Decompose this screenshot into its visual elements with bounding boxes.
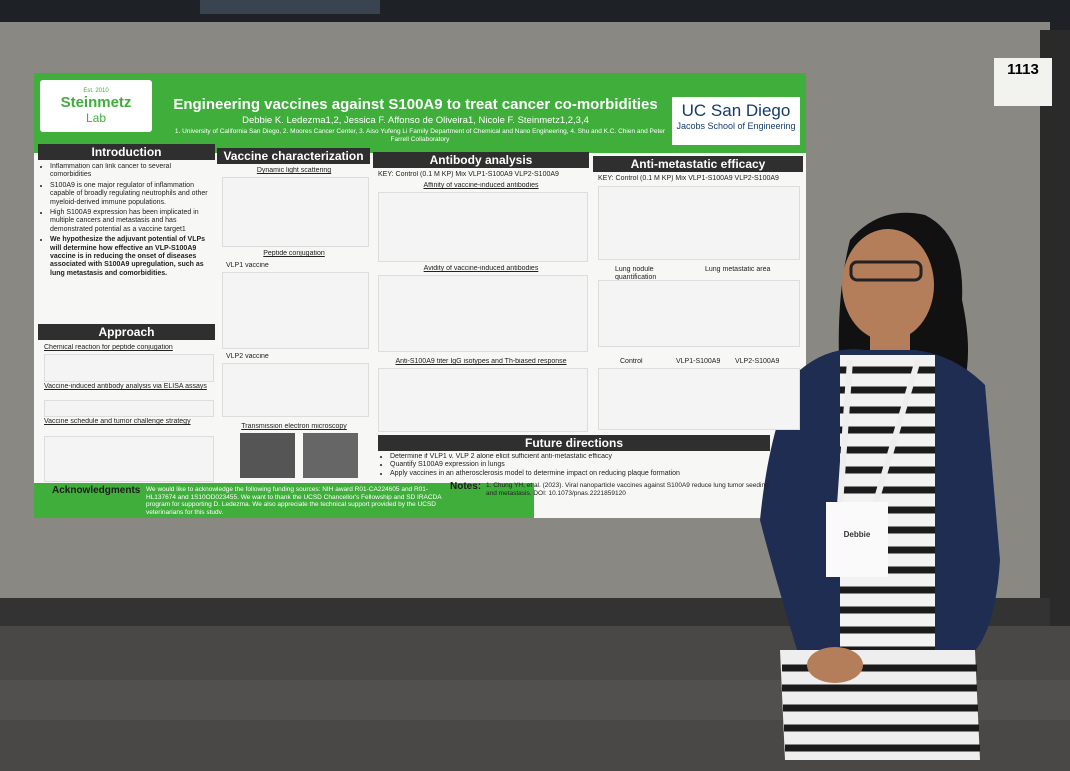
- bullet: Determine if VLP1 v. VLP 2 alone elicit …: [390, 453, 770, 461]
- logo-est: Est. 2010: [83, 88, 109, 94]
- figure-label: Lung nodule quantification: [615, 266, 657, 282]
- face: [842, 229, 934, 341]
- figure-label: Lung metastatic area: [705, 266, 771, 273]
- figure: [44, 436, 214, 482]
- figure: [378, 192, 588, 262]
- bullet: Quantify S100A9 expression in lungs: [390, 461, 770, 469]
- figure-label: Control: [620, 358, 643, 365]
- notes-heading: Notes:: [450, 481, 482, 492]
- approach-item: Vaccine-induced antibody analysis via EL…: [44, 383, 207, 390]
- approach-item: Chemical reaction for peptide conjugatio…: [44, 344, 173, 351]
- booth-number: 1113: [1007, 61, 1039, 78]
- section-heading: Anti-metastatic efficacy: [593, 156, 803, 172]
- subheading: Anti-S100A9 titer IgG isotypes and Th-bi…: [395, 358, 567, 365]
- figure: [378, 368, 588, 432]
- figure-label: VLP1-S100A9: [676, 358, 721, 365]
- subheading: Avidity of vaccine-induced antibodies: [423, 265, 539, 272]
- bullet: High S100A9 expression has been implicat…: [50, 209, 213, 234]
- logo-sub: Lab: [85, 111, 107, 125]
- intro-text: Inflammation can link cancer to several …: [40, 163, 213, 318]
- poster-footer: [34, 483, 534, 518]
- poster-authors: Debbie K. Ledezma1,2, Jessica F. Affonso…: [242, 115, 589, 126]
- badge-name: Debbie: [843, 530, 871, 539]
- figure: [378, 275, 588, 352]
- glasses: [849, 260, 923, 282]
- acknowledgments-text: We would like to acknowledge the followi…: [146, 486, 442, 514]
- poster-title: Engineering vaccines against S100A9 to t…: [173, 96, 658, 113]
- micrograph: [303, 433, 358, 478]
- lanyard: [837, 359, 853, 506]
- bullet: Inflammation can link cancer to several …: [50, 163, 213, 180]
- institution-school: Jacobs School of Engineering: [676, 121, 796, 131]
- ceiling-detail: [200, 0, 380, 14]
- figure: [44, 400, 214, 417]
- figure-label: VLP2-S100A9: [735, 358, 780, 365]
- section-heading: Approach: [38, 324, 215, 340]
- figure-label: VLP2 vaccine: [226, 353, 269, 360]
- bullet: We hypothesize the adjuvant potential of…: [50, 236, 213, 278]
- figure: [222, 363, 369, 417]
- subheading: Dynamic light scattering: [256, 167, 332, 174]
- hands: [807, 647, 863, 683]
- institution: UC San Diego Jacobs School of Engineerin…: [672, 97, 800, 145]
- figure: [598, 186, 800, 260]
- subheading: Affinity of vaccine-induced antibodies: [423, 182, 539, 189]
- figure: [222, 272, 369, 349]
- figure-key: KEY: Control (0.1 M KP) Mix VLP1-S100A9 …: [378, 171, 559, 178]
- figure: [44, 354, 214, 382]
- figure: [598, 368, 800, 430]
- approach-item: Vaccine schedule and tumor challenge str…: [44, 418, 191, 425]
- logo: Est. 2010 Steinmetz Lab: [40, 80, 152, 132]
- badge: [826, 502, 888, 577]
- section-heading: Introduction: [38, 144, 215, 160]
- figure: [222, 177, 369, 247]
- figure-label: VLP1 vaccine: [226, 262, 269, 269]
- section-heading: Antibody analysis: [373, 152, 589, 168]
- notes-text: 1. Chung YH, et al. (2023). Viral nanopa…: [486, 482, 769, 497]
- section-heading: Future directions: [378, 435, 770, 451]
- subheading: Transmission electron microscopy: [241, 423, 347, 430]
- future-text: Determine if VLP1 v. VLP 2 alone elicit …: [380, 453, 770, 478]
- booth-sign: [994, 58, 1052, 106]
- logo-name: Steinmetz: [60, 94, 132, 111]
- institution-name: UC San Diego: [681, 101, 791, 120]
- section-heading: Vaccine characterization: [217, 148, 370, 164]
- lanyard: [872, 359, 921, 506]
- figure-key: KEY: Control (0.1 M KP) Mix VLP1-S100A9 …: [598, 175, 779, 182]
- poster-affiliations: 1. University of California San Diego, 2…: [174, 128, 666, 143]
- subheading: Peptide conjugation: [263, 250, 325, 257]
- bullet: Apply vaccines in an atherosclerosis mod…: [390, 470, 770, 478]
- figure: [598, 280, 800, 347]
- acknowledgments-heading: Acknowledgments: [52, 485, 141, 496]
- micrograph: [240, 433, 295, 478]
- bullet: S100A9 is one major regulator of inflamm…: [50, 182, 213, 207]
